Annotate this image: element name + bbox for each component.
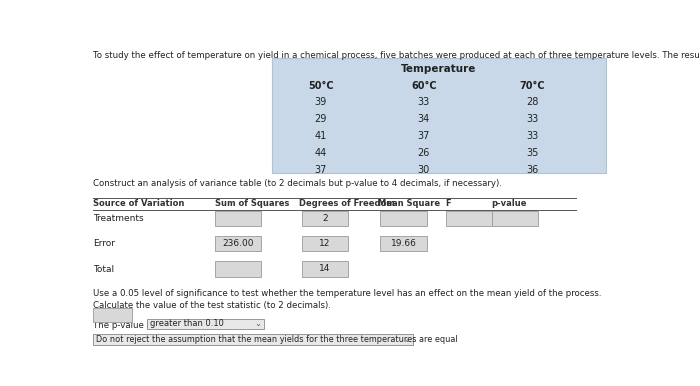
Text: 2: 2 (322, 214, 328, 223)
Text: Treatments: Treatments (93, 214, 144, 223)
Text: The p-value is: The p-value is (93, 321, 153, 330)
Text: Construct an analysis of variance table (to 2 decimals but p-value to 4 decimals: Construct an analysis of variance table … (93, 179, 502, 188)
Text: 50°C: 50°C (308, 81, 334, 90)
Bar (302, 236, 348, 251)
Bar (93, 308, 132, 322)
Text: Degrees of Freedom: Degrees of Freedom (299, 199, 395, 208)
Text: 28: 28 (526, 97, 538, 107)
Text: 33: 33 (418, 97, 430, 107)
Text: F: F (446, 199, 452, 208)
Text: 14: 14 (319, 264, 330, 273)
Bar (491, 211, 538, 226)
Bar (302, 261, 348, 277)
Text: 37: 37 (418, 131, 430, 141)
Text: 37: 37 (314, 164, 327, 174)
Text: What is your conclusion?: What is your conclusion? (93, 335, 200, 344)
Text: 236.00: 236.00 (223, 239, 254, 248)
Text: 33: 33 (526, 131, 538, 141)
Text: 30: 30 (418, 164, 430, 174)
Text: 44: 44 (315, 148, 327, 157)
Text: Temperature: Temperature (401, 64, 477, 74)
Bar (446, 211, 491, 226)
Text: 60°C: 60°C (411, 81, 437, 90)
Bar (381, 236, 426, 251)
Bar (215, 211, 261, 226)
Text: p-value: p-value (491, 199, 527, 208)
Bar (93, 334, 413, 345)
Text: 39: 39 (315, 97, 327, 107)
Bar (147, 318, 264, 329)
Bar (272, 58, 606, 173)
Text: 26: 26 (418, 148, 430, 157)
Text: Error: Error (93, 239, 115, 249)
Text: 33: 33 (526, 114, 538, 124)
Text: 34: 34 (418, 114, 430, 124)
Text: 41: 41 (315, 131, 327, 141)
Text: Total: Total (93, 265, 114, 274)
Text: 36: 36 (526, 164, 538, 174)
Text: Use a 0.05 level of significance to test whether the temperature level has an ef: Use a 0.05 level of significance to test… (93, 289, 601, 298)
Text: 35: 35 (526, 148, 538, 157)
Text: 12: 12 (319, 239, 330, 248)
Text: Mean Square: Mean Square (378, 199, 440, 208)
Text: ⌄: ⌄ (403, 335, 410, 344)
Text: ⌄: ⌄ (254, 320, 261, 328)
Bar (302, 211, 348, 226)
Text: Calculate the value of the test statistic (to 2 decimals).: Calculate the value of the test statisti… (93, 301, 331, 310)
Text: Do not reject the assumption that the mean yields for the three temperatures are: Do not reject the assumption that the me… (96, 335, 463, 344)
Text: 29: 29 (314, 114, 327, 124)
Text: 70°C: 70°C (519, 81, 545, 90)
Text: Sum of Squares: Sum of Squares (215, 199, 289, 208)
Bar (215, 236, 261, 251)
Bar (381, 211, 426, 226)
Text: 19.66: 19.66 (391, 239, 416, 248)
Text: Source of Variation: Source of Variation (93, 199, 184, 208)
Text: greater than 0.10: greater than 0.10 (150, 320, 224, 328)
Bar (215, 261, 261, 277)
Text: To study the effect of temperature on yield in a chemical process, five batches : To study the effect of temperature on yi… (93, 51, 700, 60)
